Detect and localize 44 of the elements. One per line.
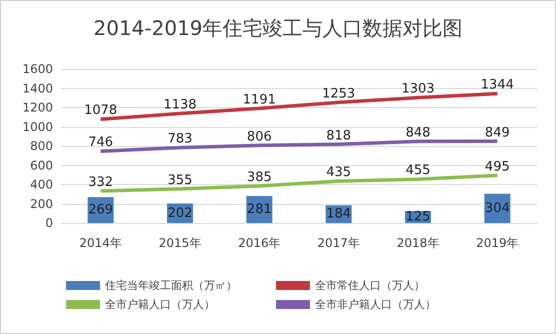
y-tick-label: 1200	[22, 100, 53, 114]
data-label: 435	[326, 165, 352, 180]
y-tick-label: 600	[30, 158, 53, 172]
chart-title: 2014-2019年住宅竣工与人口数据对比图	[93, 16, 463, 40]
y-tick-label: 0	[45, 216, 53, 230]
data-label: 746	[88, 135, 114, 150]
x-tick-label: 2019年	[476, 236, 519, 250]
y-tick-label: 1600	[22, 62, 53, 76]
legend-label: 住宅当年竣工面积（万㎡）	[105, 279, 237, 292]
data-label: 1078	[84, 103, 118, 118]
data-label: 184	[326, 206, 352, 222]
data-label: 385	[246, 170, 272, 185]
data-label: 1191	[242, 92, 276, 108]
data-label: 818	[326, 128, 352, 144]
data-label: 848	[406, 125, 430, 140]
legend-label: 全市户籍人口（万人）	[105, 298, 215, 311]
x-tick-label: 2018年	[396, 236, 440, 250]
data-label: 1344	[480, 78, 514, 93]
data-label: 455	[406, 163, 430, 178]
data-label: 304	[484, 200, 510, 216]
data-label: 281	[246, 202, 272, 217]
y-tick-label: 800	[30, 139, 53, 153]
data-label: 1138	[163, 97, 197, 112]
data-label: 355	[168, 172, 192, 188]
legend-label: 全市非户籍人口（万人）	[315, 298, 436, 311]
x-tick-label: 2014年	[79, 236, 122, 250]
legend-label: 全市常住人口（万人）	[315, 279, 425, 292]
x-tick-label: 2016年	[238, 236, 281, 250]
data-label: 783	[168, 132, 192, 147]
y-tick-label: 400	[30, 178, 53, 192]
data-label: 202	[168, 206, 192, 221]
data-label: 495	[484, 159, 510, 174]
data-label: 849	[484, 125, 510, 140]
data-label: 269	[88, 202, 114, 218]
data-label: 1253	[322, 86, 356, 102]
x-tick-label: 2015年	[158, 236, 202, 250]
data-label: 1303	[401, 82, 435, 97]
data-label: 332	[88, 175, 114, 190]
y-tick-label: 200	[30, 196, 53, 211]
data-label: 806	[246, 129, 272, 144]
x-tick-label: 2017年	[317, 236, 360, 250]
y-tick-label: 1000	[22, 120, 53, 134]
y-tick-label: 1400	[22, 81, 53, 96]
data-label: 125	[406, 209, 430, 224]
